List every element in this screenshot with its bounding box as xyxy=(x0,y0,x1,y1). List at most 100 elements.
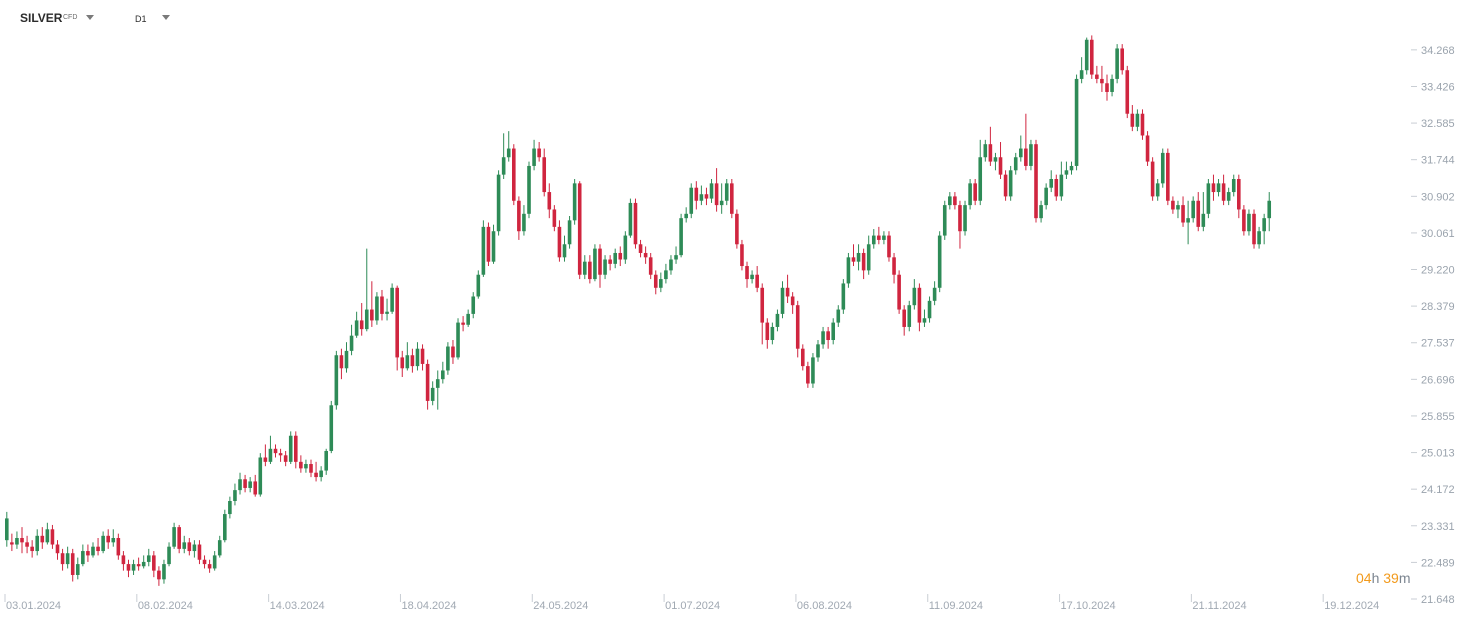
candle-body xyxy=(709,183,714,199)
candle-body xyxy=(1181,205,1185,223)
timeframe-dropdown-icon[interactable] xyxy=(162,15,170,20)
candle-bearish xyxy=(299,455,303,473)
candle-body xyxy=(1231,179,1236,193)
candle-bearish xyxy=(30,540,34,558)
candle-bullish xyxy=(1191,196,1195,223)
candle-body xyxy=(512,148,516,201)
candle-bullish xyxy=(5,511,9,547)
candle-bearish xyxy=(851,244,856,267)
symbol-dropdown-icon[interactable] xyxy=(86,15,94,20)
candle-bearish xyxy=(887,231,891,262)
candle-body xyxy=(486,226,491,262)
candle-bearish xyxy=(542,148,547,197)
candle-body xyxy=(1226,192,1231,201)
candle-body xyxy=(501,157,506,175)
candle-bullish xyxy=(131,559,136,575)
candle-body xyxy=(420,348,425,364)
timeframe-label[interactable]: D1 xyxy=(135,14,147,24)
candle-body xyxy=(785,287,790,297)
candle-bullish xyxy=(217,535,222,558)
candle-body xyxy=(425,363,430,401)
candle-bearish xyxy=(486,222,491,267)
candle-bearish xyxy=(121,551,126,571)
candle-body xyxy=(770,326,775,341)
candle-bearish xyxy=(755,266,759,293)
candle-body xyxy=(1120,48,1124,71)
candle-bearish xyxy=(25,535,29,554)
candle-body xyxy=(451,346,455,358)
candle-body xyxy=(506,148,511,158)
candle-body xyxy=(415,348,420,367)
candle-bullish xyxy=(522,205,526,236)
y-tick-label: 30.061 xyxy=(1421,228,1455,240)
candle-body xyxy=(339,355,344,369)
candle-bullish xyxy=(907,300,912,332)
candle-body xyxy=(1140,113,1145,136)
candle-bearish xyxy=(187,537,192,556)
candle-body xyxy=(836,309,841,323)
candle-body xyxy=(329,405,334,451)
candle-body xyxy=(40,535,45,543)
candle-body xyxy=(1024,148,1028,166)
candle-bearish xyxy=(10,533,14,552)
candle-bullish xyxy=(471,292,476,319)
candle-bullish xyxy=(344,342,349,373)
candle-body xyxy=(390,287,394,312)
candle-body xyxy=(228,501,232,515)
candle-bullish xyxy=(364,248,369,332)
candle-body xyxy=(598,248,602,275)
candle-bullish xyxy=(1267,192,1272,232)
candle-body xyxy=(212,555,217,569)
candle-body xyxy=(724,183,729,201)
candle-body xyxy=(162,564,166,580)
candle-bullish xyxy=(223,509,227,543)
candle-bullish xyxy=(385,298,389,321)
candle-bearish xyxy=(420,344,425,371)
candle-body xyxy=(1176,205,1180,210)
candle-body xyxy=(111,537,116,543)
candle-bullish xyxy=(572,179,577,225)
candle-bearish xyxy=(1242,205,1246,236)
candle-bullish xyxy=(334,350,339,410)
candle-bearish xyxy=(1089,35,1094,79)
candle-bearish xyxy=(136,557,141,571)
candle-bearish xyxy=(998,142,1003,180)
candle-bullish xyxy=(1059,161,1064,201)
candle-body xyxy=(25,542,29,547)
candle-bullish xyxy=(664,263,668,284)
candle-body xyxy=(385,311,389,314)
candle-bullish xyxy=(1019,135,1023,162)
candle-bearish xyxy=(1120,44,1124,75)
y-tick-label: 25.013 xyxy=(1421,448,1455,460)
symbol-label[interactable]: SILVER xyxy=(20,11,63,25)
candle-body xyxy=(780,287,785,314)
y-tick-label: 26.696 xyxy=(1421,374,1455,386)
candle-body xyxy=(263,457,268,462)
candle-body xyxy=(522,213,526,232)
candle-body xyxy=(157,570,161,580)
candle-bullish xyxy=(948,192,952,210)
candle-body xyxy=(704,194,709,199)
candle-bearish xyxy=(425,359,430,410)
candle-bearish xyxy=(1034,139,1038,223)
candle-bearish xyxy=(20,527,24,554)
candle-body xyxy=(243,479,247,488)
candle-body xyxy=(795,305,800,349)
x-tick-label: 03.01.2024 xyxy=(6,600,61,612)
candle-bearish xyxy=(735,209,739,249)
candle-body xyxy=(917,287,922,323)
candle-bullish xyxy=(983,139,988,162)
candle-body xyxy=(826,331,830,341)
candle-body xyxy=(1257,231,1261,245)
candle-bullish xyxy=(233,483,237,506)
candle-bearish xyxy=(380,289,384,321)
candle-body xyxy=(344,350,349,369)
candle-bullish xyxy=(719,183,724,214)
candle-bearish xyxy=(96,537,100,556)
candle-bullish xyxy=(689,183,694,219)
candle-bullish xyxy=(1069,161,1074,175)
candle-bearish xyxy=(760,283,765,345)
candle-bearish xyxy=(714,168,719,212)
candle-bullish xyxy=(993,152,998,171)
